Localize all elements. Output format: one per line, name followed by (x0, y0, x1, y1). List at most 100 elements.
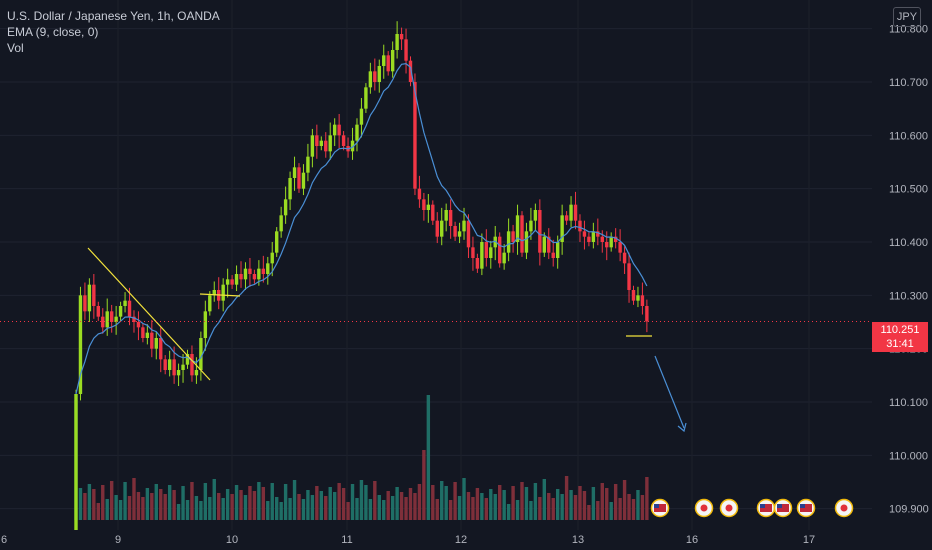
candle-body (605, 242, 609, 248)
candle-body (123, 300, 127, 306)
volume-bar (453, 482, 457, 520)
volume-bar (493, 494, 497, 520)
candle-body (453, 226, 457, 237)
volume-bar (283, 484, 288, 520)
candle-body (489, 247, 493, 258)
volume-bar (270, 483, 274, 520)
candle-body (613, 236, 618, 242)
candle-body (221, 284, 225, 301)
volume-bar (417, 484, 422, 520)
volume-bar (480, 493, 484, 520)
currency-badge[interactable]: JPY (893, 7, 921, 27)
candle-body (631, 290, 636, 301)
volume-bar (533, 483, 538, 520)
volume-bar (203, 483, 208, 520)
candle-body (636, 295, 640, 301)
candle-body (444, 210, 448, 221)
candle-body (319, 140, 323, 146)
volume-bar (462, 478, 466, 520)
ema-line (75, 62, 648, 395)
volume-bar (573, 495, 578, 520)
volume-bar (141, 497, 145, 520)
candle-body (578, 220, 582, 232)
candle-body (564, 215, 569, 221)
candle-body (141, 327, 145, 338)
candle-body (203, 311, 208, 338)
candle-body (480, 242, 484, 269)
candle-body (150, 332, 154, 349)
volume-bar (332, 492, 337, 520)
candle-body (520, 215, 524, 253)
candle-body (208, 295, 212, 312)
chart-legend: U.S. Dollar / Japanese Yen, 1h, OANDA EM… (7, 8, 220, 56)
candle-body (234, 274, 239, 285)
volume-indicator-label[interactable]: Vol (7, 41, 24, 55)
volume-bar (564, 476, 569, 520)
candle-body (390, 50, 395, 72)
volume-bar (275, 497, 279, 520)
volume-bar (328, 487, 332, 520)
candle-body (408, 60, 413, 82)
volume-bar (457, 496, 462, 520)
candle-body (87, 284, 92, 312)
candle-body (622, 252, 627, 264)
volume-bar (266, 501, 270, 520)
candle-body (176, 370, 181, 376)
candle-body (163, 359, 167, 370)
volume-bar (636, 490, 640, 520)
candle-body (587, 236, 591, 242)
volume-bar (163, 494, 167, 520)
volume-bar (109, 481, 114, 520)
volume-bar (475, 488, 480, 520)
volume-bar (364, 485, 368, 520)
candle-body (426, 204, 431, 210)
candle-body (627, 263, 631, 290)
event-flag-stripes (760, 504, 772, 512)
volume-bar (471, 497, 475, 520)
volume-bar (605, 488, 609, 520)
volume-bar (582, 491, 587, 520)
volume-bar (498, 485, 502, 520)
volume-bar (408, 488, 413, 520)
candle-body (417, 188, 422, 200)
candle-body (569, 204, 573, 221)
volume-bar (515, 500, 520, 520)
projection-arrowhead (677, 422, 687, 433)
volume-bar (101, 485, 105, 520)
volume-bar (248, 486, 252, 520)
volume-bar (176, 504, 181, 520)
volume-bar (373, 481, 377, 520)
event-flag-canton (777, 504, 782, 508)
candle-body (145, 332, 150, 338)
candle-body (422, 199, 426, 210)
volume-bar (279, 502, 283, 520)
candle-body (252, 274, 257, 280)
volume-bar (83, 493, 87, 520)
candle-body (502, 252, 506, 264)
horizontal-ray (199, 293, 241, 297)
candle-body (600, 236, 604, 242)
volume-bar (613, 484, 618, 520)
volume-bar (319, 491, 323, 520)
x-tick-label: 17 (803, 534, 815, 546)
volume-bar (560, 494, 564, 520)
y-tick-label: 110.100 (889, 397, 928, 409)
volume-bar (350, 484, 355, 520)
event-flag-dot (840, 504, 848, 512)
volume-bar (390, 496, 395, 520)
candle-body (324, 140, 328, 152)
volume-bar (310, 495, 315, 520)
volume-bar (87, 484, 92, 520)
candle-body (596, 231, 600, 237)
volume-bar (292, 480, 297, 520)
event-flag-stripes (800, 504, 812, 512)
ema-indicator-label[interactable]: EMA (9, close, 0) (7, 25, 99, 39)
candle-body (315, 135, 319, 146)
candle-body (230, 279, 234, 285)
volume-bar (627, 494, 631, 520)
volume-bar (511, 486, 515, 520)
candle-body (275, 231, 279, 253)
candle-body (212, 290, 216, 296)
volume-bar (600, 483, 604, 520)
